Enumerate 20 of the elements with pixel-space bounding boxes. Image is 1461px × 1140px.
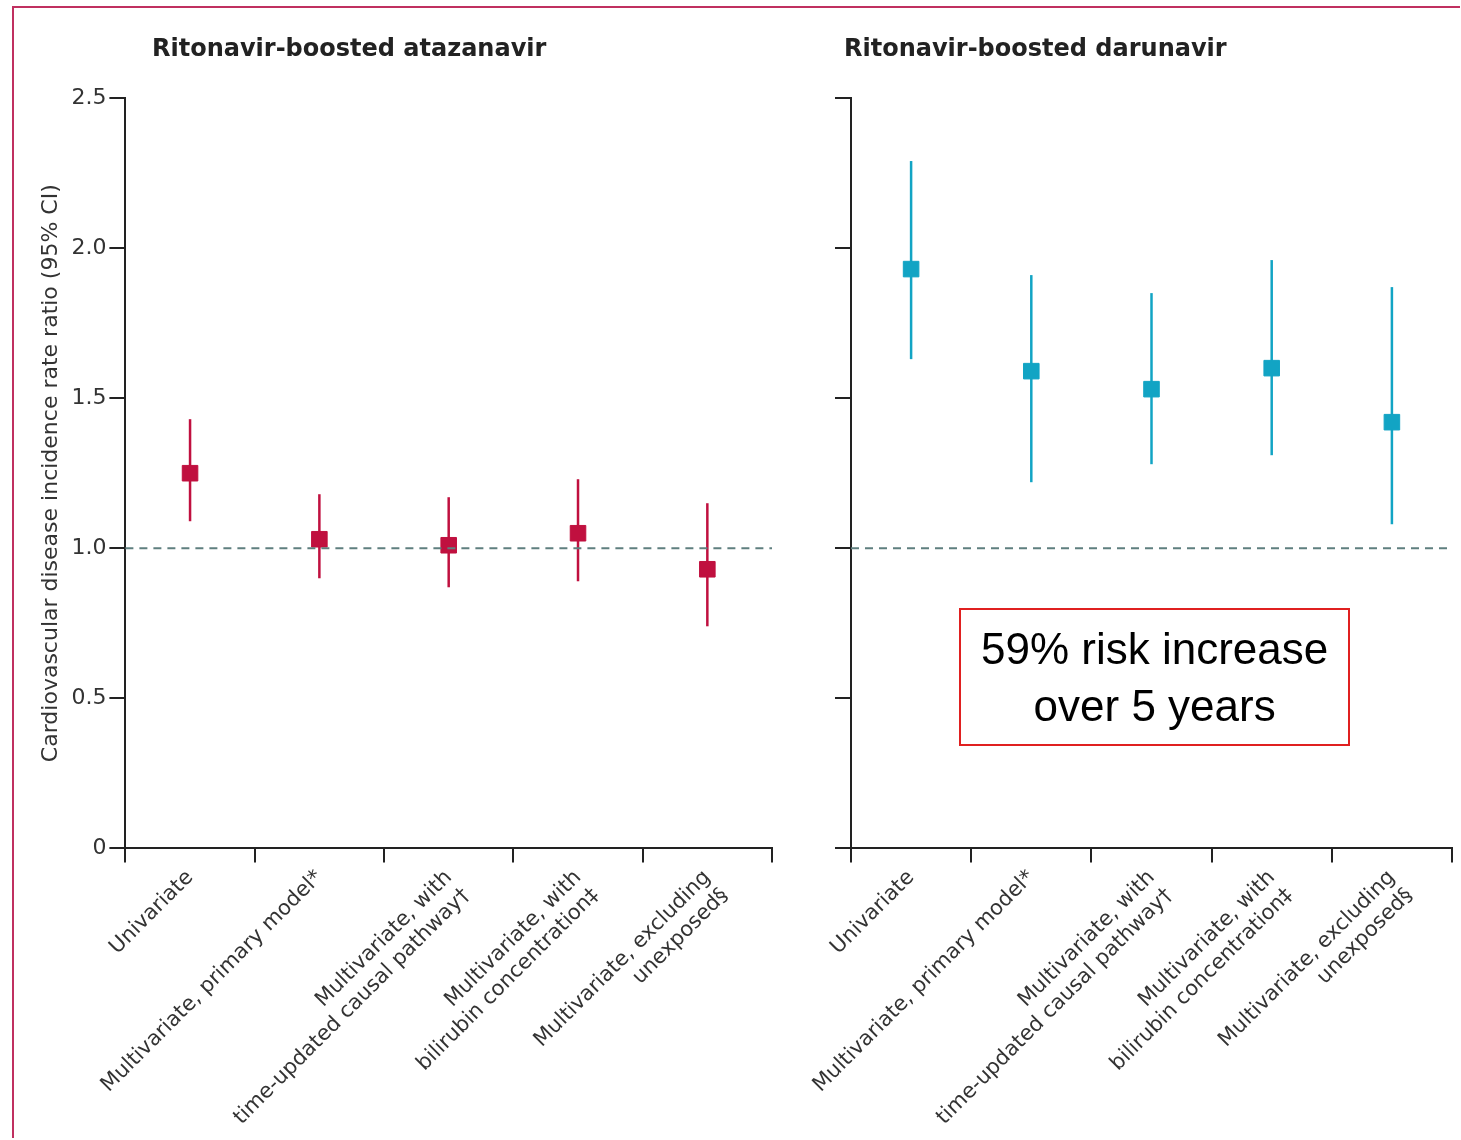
point — [1023, 362, 1040, 380]
chart-title: Ritonavir-boosted darunavir — [844, 34, 1227, 62]
point — [1143, 380, 1160, 398]
point — [1383, 413, 1401, 431]
point — [902, 260, 920, 278]
y-tick-label: 0 — [92, 834, 107, 860]
point — [1263, 359, 1280, 377]
y-tick-label: 1.5 — [71, 383, 107, 409]
y-axis-title: Cardiovascular disease incidence rate ratio (95% CI) — [36, 184, 62, 763]
chart-title: Ritonavir-boosted atazanavir — [152, 34, 547, 62]
point — [311, 530, 328, 548]
y-tick-label: 1.0 — [71, 533, 107, 559]
point — [699, 560, 716, 578]
point — [440, 536, 457, 554]
y-tick-label: 2.5 — [71, 83, 107, 109]
y-tick-label: 0.5 — [71, 684, 107, 710]
y-tick-label: 2.0 — [71, 233, 107, 259]
annotation: 59% risk increase over 5 years — [959, 608, 1351, 747]
point — [181, 464, 199, 482]
point — [569, 524, 587, 542]
